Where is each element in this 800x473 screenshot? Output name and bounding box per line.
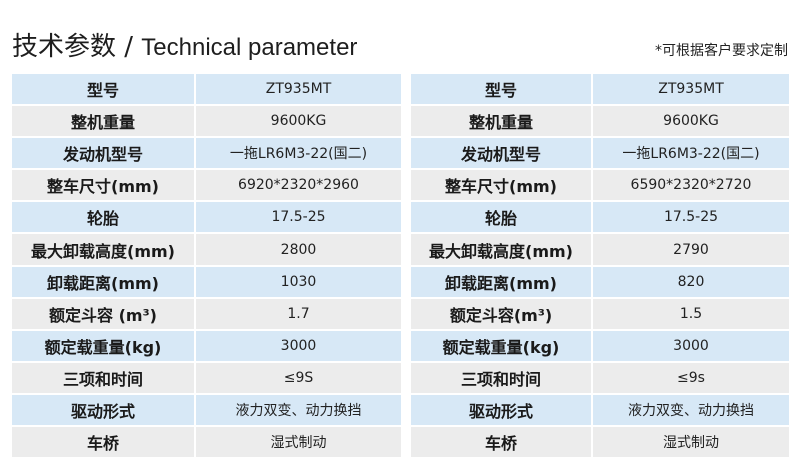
spec-value: 液力双变、动力换挡 [196, 394, 401, 426]
spec-value: 17.5-25 [593, 202, 789, 233]
spec-table-right: 型号 ZT935MT 整机重量 9600KG 发动机型号 一拖LR6M3-22(国二) 整车… [409, 72, 791, 459]
table-row: 卸载距离(mm) 1030 [12, 266, 401, 297]
spec-label: 整车尺寸(mm) [411, 170, 591, 201]
page-title: 技术参数 / Technical parameter [12, 26, 357, 63]
table-row: 整车尺寸(mm) 6920*2320*2960 [12, 170, 401, 201]
spec-value: 湿式制动 [593, 427, 789, 458]
table-row: 最大卸载高度(mm) 2790 [411, 234, 789, 265]
table-row: 驱动形式 液力双变、动力换挡 [12, 394, 401, 426]
spec-label: 轮胎 [12, 202, 194, 233]
spec-label: 型号 [12, 74, 194, 105]
spec-value: ZT935MT [593, 74, 789, 105]
table-row: 车桥 湿式制动 [411, 427, 789, 458]
spec-value: ≤9s [593, 362, 789, 393]
spec-label: 额定载重量(kg) [411, 330, 591, 361]
spec-value: 2800 [196, 234, 401, 265]
table-row: 三项和时间 ≤9S [12, 362, 401, 393]
title-en: Technical parameter [141, 34, 358, 61]
spec-value: 17.5-25 [196, 202, 401, 233]
spec-value: ≤9S [196, 362, 401, 393]
table-row: 型号 ZT935MT [411, 74, 789, 105]
spec-value: ZT935MT [196, 74, 401, 105]
spec-label: 驱动形式 [411, 394, 591, 426]
spec-label: 整机重量 [12, 106, 194, 137]
table-row: 轮胎 17.5-25 [12, 202, 401, 233]
table-row: 车桥 湿式制动 [12, 427, 401, 458]
title-cn: 技术参数 / [12, 32, 142, 62]
table-row: 整机重量 9600KG [411, 106, 789, 137]
spec-label: 额定斗容(m³) [411, 298, 591, 329]
spec-table-left: 型号 ZT935MT 整机重量 9600KG 发动机型号 一拖LR6M3-22(国二) 整车… [10, 72, 403, 459]
spec-label: 车桥 [411, 427, 591, 458]
spec-label: 三项和时间 [12, 362, 194, 393]
spec-label: 轮胎 [411, 202, 591, 233]
table-row: 型号 ZT935MT [12, 74, 401, 105]
spec-value: 一拖LR6M3-22(国二) [593, 138, 789, 169]
table-row: 整车尺寸(mm) 6590*2320*2720 [411, 170, 789, 201]
spec-value: 液力双变、动力换挡 [593, 394, 789, 426]
spec-label: 车桥 [12, 427, 194, 458]
table-row: 驱动形式 液力双变、动力换挡 [411, 394, 789, 426]
spec-value: 一拖LR6M3-22(国二) [196, 138, 401, 169]
spec-value: 1.7 [196, 298, 401, 329]
spec-value: 6920*2320*2960 [196, 170, 401, 201]
table-row: 轮胎 17.5-25 [411, 202, 789, 233]
spec-value: 9600KG [196, 106, 401, 137]
spec-value: 9600KG [593, 106, 789, 137]
table-row: 发动机型号 一拖LR6M3-22(国二) [12, 138, 401, 169]
spec-value: 湿式制动 [196, 427, 401, 458]
spec-label: 额定载重量(kg) [12, 330, 194, 361]
table-row: 整机重量 9600KG [12, 106, 401, 137]
spec-label: 整机重量 [411, 106, 591, 137]
spec-label: 最大卸载高度(mm) [12, 234, 194, 265]
spec-label: 驱动形式 [12, 394, 194, 426]
table-row: 额定载重量(kg) 3000 [411, 330, 789, 361]
spec-value: 1030 [196, 266, 401, 297]
spec-value: 820 [593, 266, 789, 297]
table-row: 卸载距离(mm) 820 [411, 266, 789, 297]
spec-label: 型号 [411, 74, 591, 105]
spec-label: 额定斗容 (m³) [12, 298, 194, 329]
spec-label: 卸载距离(mm) [411, 266, 591, 297]
table-row: 额定斗容 (m³) 1.7 [12, 298, 401, 329]
spec-value: 1.5 [593, 298, 789, 329]
table-row: 额定载重量(kg) 3000 [12, 330, 401, 361]
spec-value: 3000 [593, 330, 789, 361]
spec-label: 最大卸载高度(mm) [411, 234, 591, 265]
table-row: 三项和时间 ≤9s [411, 362, 789, 393]
spec-value: 6590*2320*2720 [593, 170, 789, 201]
spec-value: 2790 [593, 234, 789, 265]
table-row: 额定斗容(m³) 1.5 [411, 298, 789, 329]
spec-value: 3000 [196, 330, 401, 361]
spec-label: 整车尺寸(mm) [12, 170, 194, 201]
customization-note: *可根据客户要求定制 [655, 43, 788, 59]
spec-label: 三项和时间 [411, 362, 591, 393]
table-row: 最大卸载高度(mm) 2800 [12, 234, 401, 265]
table-row: 发动机型号 一拖LR6M3-22(国二) [411, 138, 789, 169]
spec-label: 卸载距离(mm) [12, 266, 194, 297]
spec-label: 发动机型号 [411, 138, 591, 169]
spec-label: 发动机型号 [12, 138, 194, 169]
